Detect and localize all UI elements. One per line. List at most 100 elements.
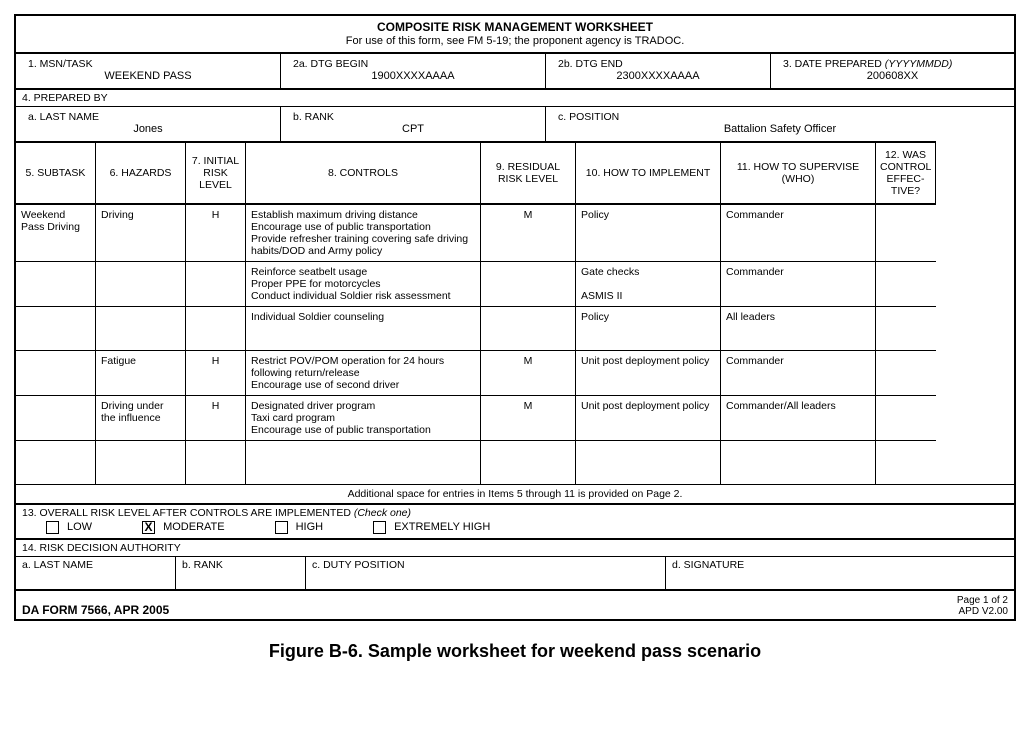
additional-space-note: Additional space for entries in Items 5 …: [16, 484, 1014, 503]
cell-subtask: [16, 306, 96, 350]
cell-supervise: Commander/All leaders: [721, 395, 876, 440]
cell-initial: H: [186, 395, 246, 440]
prepared-position-value: Battalion Safety Officer: [552, 123, 1008, 139]
cell-initial: [186, 261, 246, 306]
cell-effective: [876, 440, 936, 484]
cell-implement: Policy: [576, 203, 721, 261]
cell-supervise: [721, 440, 876, 484]
cell-initial: H: [186, 350, 246, 395]
checkbox-icon: [373, 521, 386, 534]
risk-option-moderate[interactable]: X MODERATE: [142, 521, 225, 534]
dtg-begin-cell: 2a. DTG BEGIN 1900XXXXAAAA: [281, 54, 546, 88]
dtg-end-value: 2300XXXXAAAA: [552, 70, 764, 86]
prepared-by-label: 4. PREPARED BY: [16, 88, 1014, 106]
prepared-by-row: a. LAST NAME Jones b. RANK CPT c. POSITI…: [16, 106, 1014, 141]
row1: 1. MSN/TASK WEEKEND PASS 2a. DTG BEGIN 1…: [16, 52, 1014, 88]
page-number: Page 1 of 2: [957, 595, 1008, 606]
cell-implement: Gate checks ASMIS II: [576, 261, 721, 306]
cell-residual: M: [481, 350, 576, 395]
date-prepared-label: 3. DATE PREPARED (YYYYMMDD): [777, 56, 1008, 70]
checkbox-icon: X: [142, 521, 155, 534]
cell-hazard: [96, 261, 186, 306]
col-supervise: 11. HOW TO SUPERVISE (WHO): [721, 141, 876, 203]
cell-effective: [876, 261, 936, 306]
form-id: DA FORM 7566, APR 2005: [22, 603, 169, 617]
cell-supervise: Commander: [721, 261, 876, 306]
prepared-lastname-label: a. LAST NAME: [22, 109, 274, 123]
cell-hazard: Driving under the influence: [96, 395, 186, 440]
risk-option-low[interactable]: LOW: [46, 521, 92, 534]
signature-row: a. LAST NAME b. RANK c. DUTY POSITION d.…: [16, 556, 1014, 589]
prepared-rank-label: b. RANK: [287, 109, 539, 123]
prepared-position-label: c. POSITION: [552, 109, 1008, 123]
checkbox-icon: [275, 521, 288, 534]
prepared-position-cell: c. POSITION Battalion Safety Officer: [546, 107, 1014, 141]
prepared-lastname-cell: a. LAST NAME Jones: [16, 107, 281, 141]
form-title: COMPOSITE RISK MANAGEMENT WORKSHEET: [22, 20, 1008, 35]
prepared-rank-cell: b. RANK CPT: [281, 107, 546, 141]
figure-caption: Figure B-6. Sample worksheet for weekend…: [14, 641, 1016, 662]
prepared-rank-value: CPT: [287, 123, 539, 139]
cell-residual: M: [481, 203, 576, 261]
dtg-begin-label: 2a. DTG BEGIN: [287, 56, 539, 70]
cell-supervise: Commander: [721, 203, 876, 261]
cell-hazard: Driving: [96, 203, 186, 261]
cell-subtask: Weekend Pass Driving: [16, 203, 96, 261]
cell-controls: Establish maximum driving distance Encou…: [246, 203, 481, 261]
cell-initial: H: [186, 203, 246, 261]
date-prepared-cell: 3. DATE PREPARED (YYYYMMDD) 200608XX: [771, 54, 1014, 88]
date-prepared-label-text: 3. DATE PREPARED: [783, 58, 885, 70]
form-footer: DA FORM 7566, APR 2005 Page 1 of 2 APD V…: [16, 589, 1014, 619]
form-header: COMPOSITE RISK MANAGEMENT WORKSHEET For …: [16, 16, 1014, 52]
cell-effective: [876, 350, 936, 395]
risk-option-extremely-high[interactable]: EXTREMELY HIGH: [373, 521, 490, 534]
cell-subtask: [16, 350, 96, 395]
cell-residual: [481, 440, 576, 484]
cell-implement: Unit post deployment policy: [576, 350, 721, 395]
cell-controls: Designated driver program Taxi card prog…: [246, 395, 481, 440]
col-effective: 12. WAS CONTROL EFFEC-TIVE?: [876, 141, 936, 203]
sig-lastname: a. LAST NAME: [16, 557, 176, 589]
risk-option-high[interactable]: HIGH: [275, 521, 324, 534]
dtg-begin-value: 1900XXXXAAAA: [287, 70, 539, 86]
risk-option-label: EXTREMELY HIGH: [394, 521, 490, 533]
cell-controls: [246, 440, 481, 484]
cell-implement: Policy: [576, 306, 721, 350]
cell-hazard: [96, 440, 186, 484]
cell-supervise: All leaders: [721, 306, 876, 350]
risk-option-label: LOW: [67, 521, 92, 533]
cell-subtask: [16, 395, 96, 440]
risk-option-label: MODERATE: [163, 521, 225, 533]
decision-authority-label: 14. RISK DECISION AUTHORITY: [16, 538, 1014, 556]
sig-signature: d. SIGNATURE: [666, 557, 1014, 589]
overall-risk-hint: (Check one): [354, 507, 411, 519]
msn-task-value: WEEKEND PASS: [22, 70, 274, 86]
cell-subtask: [16, 440, 96, 484]
cell-effective: [876, 306, 936, 350]
cell-controls: Individual Soldier counseling: [246, 306, 481, 350]
worksheet-form: COMPOSITE RISK MANAGEMENT WORKSHEET For …: [14, 14, 1016, 621]
overall-risk-label: 13. OVERALL RISK LEVEL AFTER CONTROLS AR…: [16, 503, 1014, 519]
sig-duty: c. DUTY POSITION: [306, 557, 666, 589]
col-initial: 7. INITIAL RISK LEVEL: [186, 141, 246, 203]
cell-residual: [481, 306, 576, 350]
risk-option-label: HIGH: [296, 521, 324, 533]
col-controls: 8. CONTROLS: [246, 141, 481, 203]
cell-controls: Reinforce seatbelt usage Proper PPE for …: [246, 261, 481, 306]
cell-supervise: Commander: [721, 350, 876, 395]
risk-grid: 5. SUBTASK 6. HAZARDS 7. INITIAL RISK LE…: [16, 141, 1014, 484]
cell-residual: [481, 261, 576, 306]
col-residual: 9. RESIDUAL RISK LEVEL: [481, 141, 576, 203]
overall-risk-label-text: 13. OVERALL RISK LEVEL AFTER CONTROLS AR…: [22, 507, 354, 519]
cell-hazard: Fatigue: [96, 350, 186, 395]
cell-implement: Unit post deployment policy: [576, 395, 721, 440]
col-implement: 10. HOW TO IMPLEMENT: [576, 141, 721, 203]
dtg-end-cell: 2b. DTG END 2300XXXXAAAA: [546, 54, 771, 88]
dtg-end-label: 2b. DTG END: [552, 56, 764, 70]
cell-effective: [876, 395, 936, 440]
footer-right: Page 1 of 2 APD V2.00: [957, 595, 1008, 617]
col-subtask: 5. SUBTASK: [16, 141, 96, 203]
cell-initial: [186, 306, 246, 350]
cell-residual: M: [481, 395, 576, 440]
col-hazards: 6. HAZARDS: [96, 141, 186, 203]
